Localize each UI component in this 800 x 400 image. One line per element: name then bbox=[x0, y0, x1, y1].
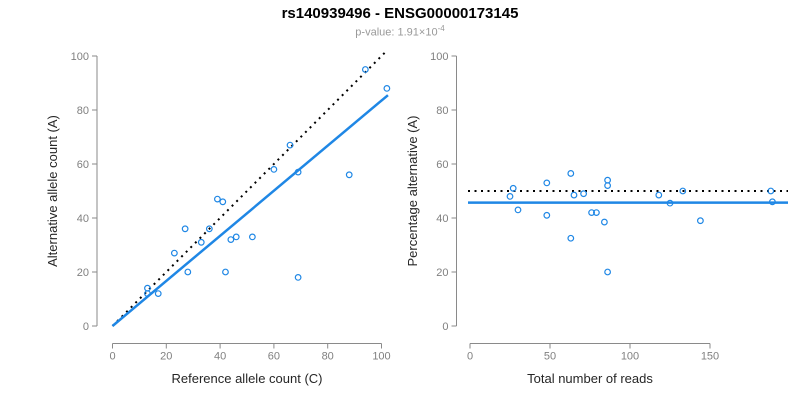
data-point bbox=[345, 171, 353, 179]
p-value-subtitle: p-value: 1.91×10-4 bbox=[0, 24, 800, 39]
data-point bbox=[655, 191, 663, 199]
data-point bbox=[286, 141, 294, 149]
x-tick-label: 60 bbox=[268, 351, 280, 363]
data-point bbox=[509, 184, 517, 192]
data-point bbox=[170, 249, 178, 257]
data-point bbox=[567, 170, 575, 177]
data-point bbox=[181, 225, 189, 233]
data-point bbox=[604, 176, 611, 184]
y-tick-label: 40 bbox=[436, 213, 448, 225]
x-tick-label: 40 bbox=[214, 351, 226, 363]
y-tick-label: 20 bbox=[436, 267, 448, 279]
fit-line bbox=[111, 94, 389, 327]
data-point bbox=[666, 199, 674, 207]
x-tick-label: 0 bbox=[467, 351, 473, 363]
y-tick-label: 100 bbox=[71, 51, 89, 63]
data-point bbox=[601, 218, 608, 226]
data-point bbox=[294, 274, 302, 281]
data-point bbox=[361, 66, 369, 73]
data-point bbox=[383, 84, 391, 92]
data-point bbox=[506, 192, 514, 200]
y-tick-label: 100 bbox=[430, 51, 448, 63]
data-point bbox=[248, 233, 256, 241]
data-point bbox=[567, 234, 575, 242]
left-scatter-plot: 0 20 40 60 80 100 0 20 40 60 80 100 Reference allele… bbox=[45, 51, 391, 386]
x-axis-label: Reference allele count (C) bbox=[171, 371, 322, 386]
data-point bbox=[154, 290, 162, 298]
data-point bbox=[227, 236, 235, 244]
right-scatter-plot: 0 20 40 60 80 100 0 50 100 150 Total number of rea… bbox=[405, 51, 788, 386]
data-point bbox=[604, 268, 611, 276]
p-value-text: p-value: 1.91×10 bbox=[355, 26, 438, 39]
x-tick-label: 150 bbox=[701, 351, 719, 363]
data-point bbox=[219, 198, 227, 206]
data-point bbox=[222, 268, 229, 276]
data-point bbox=[767, 187, 775, 195]
x-tick-label: 80 bbox=[322, 351, 334, 363]
data-point bbox=[205, 225, 213, 233]
identity-line bbox=[111, 51, 387, 327]
y-tick-label: 0 bbox=[83, 321, 89, 333]
x-tick-label: 100 bbox=[372, 351, 390, 363]
y-axis-label: Percentage alternative (A) bbox=[405, 115, 420, 266]
x-axis-label: Total number of reads bbox=[527, 371, 653, 386]
data-point bbox=[604, 182, 611, 190]
y-tick-label: 80 bbox=[436, 105, 448, 117]
y-tick-label: 20 bbox=[77, 267, 89, 279]
data-point bbox=[543, 211, 551, 219]
y-tick-label: 40 bbox=[77, 213, 89, 225]
data-point bbox=[144, 284, 151, 292]
x-tick-label: 100 bbox=[621, 351, 639, 363]
data-point bbox=[214, 195, 221, 203]
data-point bbox=[270, 165, 278, 173]
data-point bbox=[588, 209, 595, 217]
data-point bbox=[570, 191, 578, 199]
y-tick-label: 0 bbox=[442, 321, 448, 333]
data-point bbox=[679, 187, 687, 195]
data-point bbox=[769, 198, 776, 206]
x-tick-label: 50 bbox=[544, 351, 556, 363]
data-point bbox=[184, 268, 192, 276]
y-tick-label: 60 bbox=[436, 159, 448, 171]
data-point bbox=[697, 217, 704, 225]
y-tick-label: 80 bbox=[77, 105, 89, 117]
y-tick-label: 60 bbox=[77, 159, 89, 171]
data-point bbox=[232, 233, 240, 241]
data-point bbox=[514, 206, 522, 214]
data-point bbox=[580, 190, 587, 198]
data-point bbox=[593, 209, 600, 217]
y-axis-label: Alternative allele count (A) bbox=[45, 115, 60, 267]
x-tick-label: 0 bbox=[109, 351, 115, 363]
figure-title: rs140939496 - ENSG00000173145 bbox=[281, 5, 519, 22]
x-tick-label: 20 bbox=[160, 351, 172, 363]
p-value-exponent: -4 bbox=[437, 24, 445, 33]
data-point bbox=[543, 179, 551, 187]
data-point bbox=[197, 238, 205, 246]
data-point bbox=[294, 168, 302, 176]
